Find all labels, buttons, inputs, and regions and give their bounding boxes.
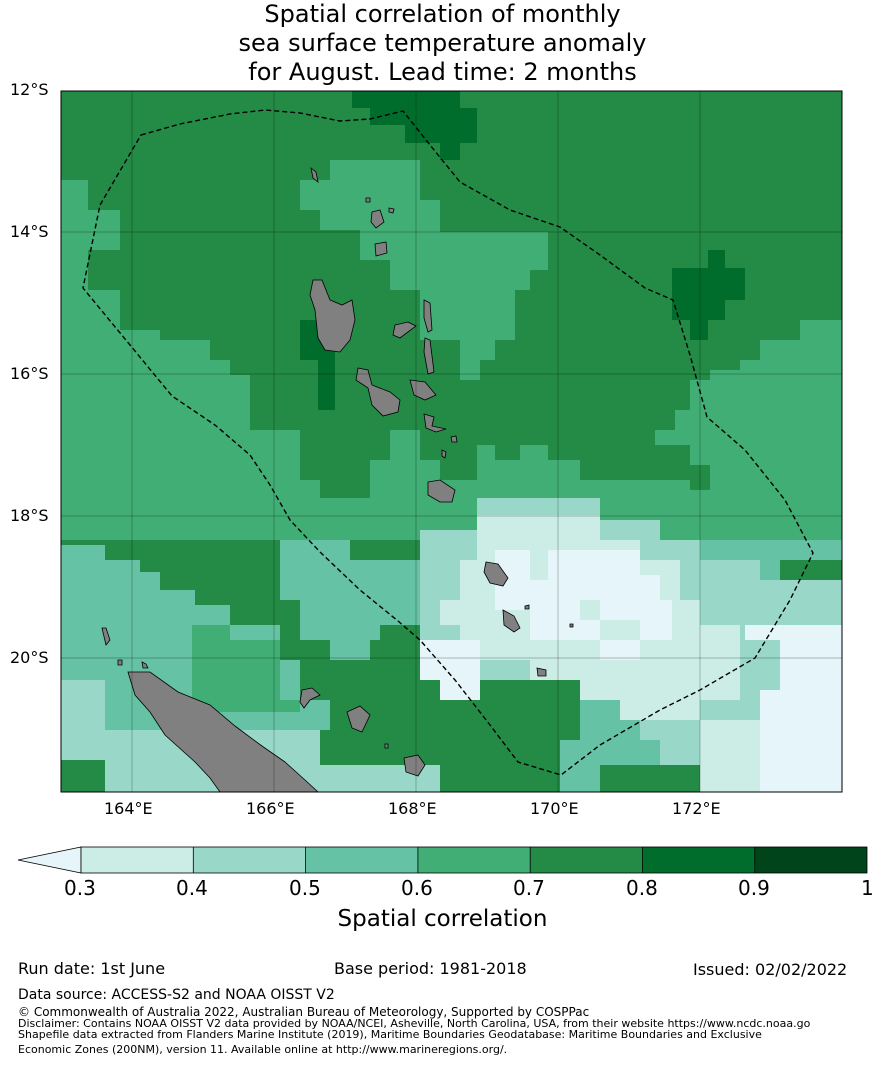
island-ambrym [409,379,437,401]
colorbar-tick-1: 1 [861,876,874,900]
colorbar-swatch-0.9-1 [754,847,867,873]
region-corr-0.6-north-west [61,180,120,250]
island-malakula [355,367,401,417]
island-erromango [483,561,509,587]
island-nc-small-1 [117,659,123,666]
island-nc-small-2 [141,661,149,669]
lat-tick-12s: 12°S [10,80,49,99]
island-mare [403,754,426,777]
region-corr-0.6-south-west [61,250,477,515]
disclaimer-line-1: Disclaimer: Contains NOAA OISST V2 data … [18,1017,811,1030]
colorbar-tick-0.7: 0.7 [513,876,545,900]
map-frame [60,90,843,793]
region-corr-0.8-east [672,250,745,340]
region-corr-lt-0.3-d [745,625,842,792]
lat-tick-14s: 14°S [10,222,49,241]
island-small-5 [524,604,530,610]
issued-date: Issued: 02/02/2022 [693,960,848,979]
map-title-line-2: sea surface temperature anomaly [238,29,647,57]
disclaimer-line-3: Economic Zones (200NM), version 11. Avai… [18,1043,508,1056]
colorbar-swatch-0.4-0.5 [193,847,306,873]
lon-tick-172e: 172°E [672,799,721,818]
colorbar-tick-0.4: 0.4 [176,876,208,900]
region-corr-0.5-center [280,540,470,660]
colorbar-tick-0.3: 0.3 [64,876,96,900]
island-ambae [423,337,435,375]
island-gaua [370,209,385,229]
island-torres [310,167,319,183]
island-aneityum [536,667,547,677]
lon-tick-166e: 166°E [246,799,295,818]
colorbar-tick-0.6: 0.6 [401,876,433,900]
colorbar-swatch-0.8-0.9 [642,847,755,873]
disclaimer-line-2: Shapefile data extracted from Flanders M… [18,1028,762,1041]
region-corr-lt-0.3-a [495,550,640,660]
lat-tick-18s: 18°S [10,506,49,525]
region-corr-0.8-north [352,91,477,160]
colorbar-under-arrow [17,846,82,874]
island-nc-small-3 [384,743,389,749]
island-epi [423,413,447,433]
island-ouvea [299,687,321,709]
colorbar-tick-0.9: 0.9 [738,876,770,900]
island-belep [101,627,111,646]
lon-tick-168e: 168°E [388,799,437,818]
colorbar-title: Spatial correlation [337,906,548,932]
island-pentecost [423,299,433,333]
island-espiritu-santo [309,279,356,353]
lat-tick-16s: 16°S [10,364,49,383]
copyright: © Commonwealth of Australia 2022, Austra… [18,1005,590,1019]
island-vanua-lava [374,241,388,257]
island-lifou [346,705,371,733]
region-corr-0.6-west-band [192,625,300,712]
region-corr-0.6-mid [477,445,600,515]
colorbar-swatch-0.5-0.6 [305,847,418,873]
base-period: Base period: 1981-2018 [334,959,527,978]
run-date: Run date: 1st June [18,959,166,978]
graticule [61,91,842,792]
colorbar-swatch-0.7-0.8 [530,847,643,873]
region-corr-0.6-island-area [300,160,548,380]
island-efate [427,479,456,503]
colorbar-frame [80,846,868,874]
lat-tick-20s: 20°S [10,648,49,667]
island-tanna [502,609,521,633]
eez-boundary [82,109,814,776]
map-title-line-1: Spatial correlation of monthly [264,0,621,28]
map-title-line-3: for August. Lead time: 2 months [248,58,637,86]
region-corr-0.3-south-east [700,720,760,792]
region-corr-0.7-north-ext [61,91,352,160]
island-maewo [392,321,417,339]
region-corr-0.6-east [600,320,842,515]
lon-tick-164e: 164°E [104,799,153,818]
land [101,167,574,793]
colorbar-swatch-0.3-0.4 [81,847,194,873]
island-small-1 [365,197,371,203]
region-corr-lt-0.3-c [420,640,480,700]
island-small-6 [569,623,574,628]
island-grande-terre [127,671,320,793]
colorbar [17,846,868,874]
colorbar-tick-0.8: 0.8 [626,876,658,900]
island-small-3 [441,449,447,459]
colorbar-tick-0.5: 0.5 [289,876,321,900]
lon-tick-170e: 170°E [530,799,579,818]
data-source: Data source: ACCESS-S2 and NOAA OISST V2 [18,987,335,1003]
island-small-2 [388,207,395,214]
island-small-4 [450,435,458,443]
region-corr-lt-0.3-b [548,550,672,640]
colorbar-swatch-0.6-0.7 [417,847,531,873]
region-corr-0.5-south-east [560,700,660,792]
